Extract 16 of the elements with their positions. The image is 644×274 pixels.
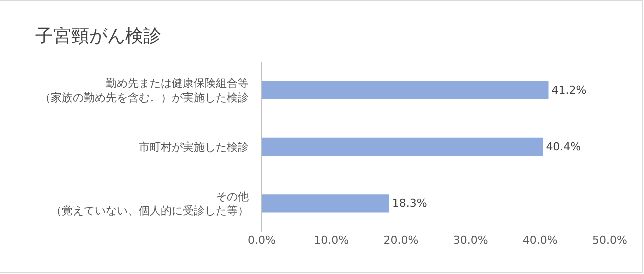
text: 子宮頸がん検診 [35, 26, 162, 47]
x-tick-label: 40.0% [522, 234, 558, 247]
x-tick-label: 10.0% [314, 234, 350, 247]
y-tick-label: 勤め先または健康保険組合等（家族の勤め先を含む。）が実施した検診 [40, 77, 249, 104]
y-tick-label: その他（覚えていない、個人的に受診した等） [50, 190, 249, 218]
x-tick-label: 20.0% [384, 234, 419, 247]
bar [262, 194, 390, 213]
x-tick-label: 0.0% [248, 234, 276, 247]
bar [262, 81, 549, 100]
data-label: 41.2% [552, 84, 587, 97]
x-tick-label: 50.0% [592, 234, 628, 247]
y-tick-label: 市町村が実施した検診 [138, 140, 249, 154]
bar [262, 138, 544, 156]
data-label: 18.3% [392, 197, 428, 210]
x-tick-label: 30.0% [453, 234, 488, 247]
data-label: 40.4% [546, 140, 582, 154]
